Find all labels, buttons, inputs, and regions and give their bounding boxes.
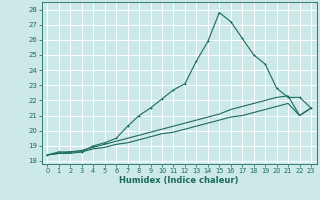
X-axis label: Humidex (Indice chaleur): Humidex (Indice chaleur) (119, 176, 239, 185)
